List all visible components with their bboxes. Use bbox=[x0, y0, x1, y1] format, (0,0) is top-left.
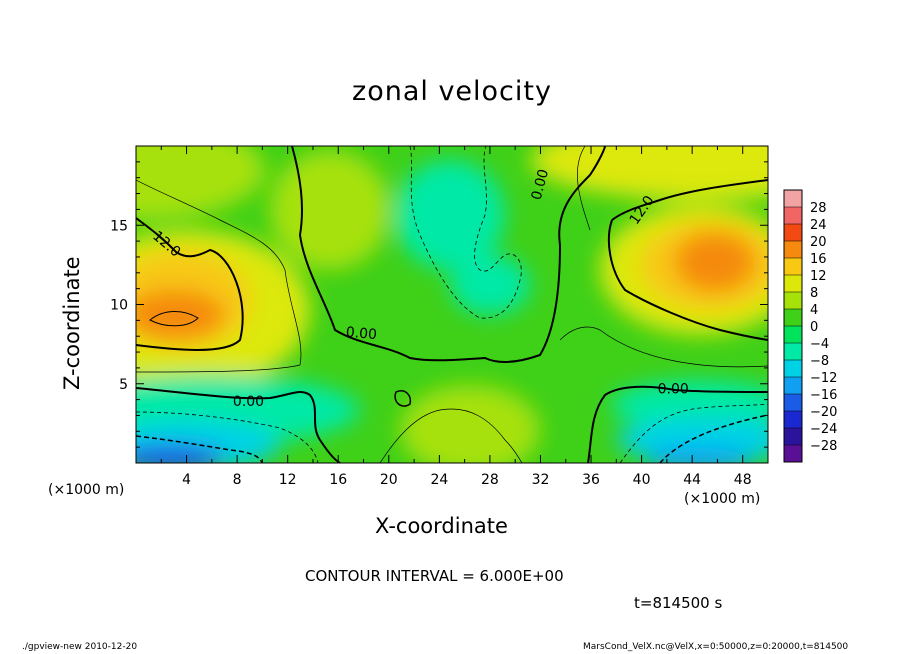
time-label: t=814500 s bbox=[634, 594, 723, 612]
chart-title: zonal velocity bbox=[352, 76, 552, 107]
x-tick-label: 40 bbox=[633, 472, 651, 488]
colorbar-label: 12 bbox=[810, 269, 827, 284]
colorbar-swatch bbox=[784, 377, 802, 395]
colorbar-label: −20 bbox=[810, 405, 837, 420]
x-tick-label: 44 bbox=[683, 472, 701, 488]
colorbar-swatch bbox=[784, 190, 802, 208]
colorbar-swatch bbox=[784, 326, 802, 344]
colorbar-label: 28 bbox=[810, 201, 827, 216]
x-tick-label: 8 bbox=[233, 472, 242, 488]
y-axis-ticks: 5 10 15 bbox=[110, 161, 768, 448]
colorbar-label: 8 bbox=[810, 286, 818, 301]
x-unit-label-right: (×1000 m) bbox=[684, 491, 761, 507]
colorbar-swatch bbox=[784, 360, 802, 378]
colorbar-label: −8 bbox=[810, 354, 829, 369]
colorbar-swatch bbox=[784, 241, 802, 259]
contour-label: 0.00 bbox=[233, 394, 264, 410]
x-tick-label: 36 bbox=[582, 472, 600, 488]
y-axis-label: Z-coordinate bbox=[60, 256, 84, 390]
colorbar-swatch bbox=[784, 394, 802, 412]
colorbar-label: −4 bbox=[810, 337, 829, 352]
colorbar-swatch bbox=[784, 445, 802, 463]
contour-lines bbox=[136, 146, 768, 463]
x-tick-label: 4 bbox=[182, 472, 191, 488]
colorbar-swatch bbox=[784, 258, 802, 276]
colorbar-swatch bbox=[784, 292, 802, 310]
x-tick-label: 16 bbox=[329, 472, 347, 488]
contour-label: 0.00 bbox=[529, 167, 553, 201]
colorbar-label: 24 bbox=[810, 218, 827, 233]
colorbar-swatch bbox=[784, 428, 802, 446]
colorbar-swatch bbox=[784, 275, 802, 293]
x-tick-label: 20 bbox=[380, 472, 398, 488]
contour-fill-field bbox=[136, 146, 768, 463]
colorbar-swatch bbox=[784, 207, 802, 225]
colorbar-swatch bbox=[784, 411, 802, 429]
colorbar-label: −16 bbox=[810, 388, 837, 403]
colorbar-swatch bbox=[784, 224, 802, 242]
contour-interval-text: CONTOUR INTERVAL = 6.000E+00 bbox=[305, 567, 564, 585]
y-tick-label: 10 bbox=[110, 298, 128, 314]
x-tick-label: 12 bbox=[279, 472, 297, 488]
x-tick-label: 32 bbox=[532, 472, 550, 488]
colorbar-label: −24 bbox=[810, 422, 837, 437]
x-tick-label: 48 bbox=[734, 472, 752, 488]
y-tick-label: 5 bbox=[119, 377, 128, 393]
contour-label: 0.00 bbox=[658, 381, 689, 397]
colorbar-label: −12 bbox=[810, 371, 837, 386]
x-tick-label: 24 bbox=[430, 472, 448, 488]
colorbar-swatch bbox=[784, 343, 802, 361]
footer-source-text: MarsCond_VelX.nc@VelX,x=0:50000,z=0:2000… bbox=[583, 642, 849, 652]
x-axis-ticks: 4 8 12 16 20 24 28 32 36 40 44 48 bbox=[160, 146, 752, 488]
colorbar-label: 0 bbox=[810, 320, 818, 335]
x-axis-label: X-coordinate bbox=[375, 514, 508, 538]
x-unit-label-left: (×1000 m) bbox=[48, 482, 125, 498]
colorbar-label: 20 bbox=[810, 235, 827, 250]
x-tick-label: 28 bbox=[481, 472, 499, 488]
contour-label: 0.00 bbox=[345, 324, 377, 343]
y-tick-label: 15 bbox=[110, 218, 128, 234]
footer-command-text: ./gpview-new 2010-12-20 bbox=[22, 642, 138, 652]
colorbar-label: 16 bbox=[810, 252, 827, 267]
colorbar-label: −28 bbox=[810, 439, 837, 454]
colorbar-swatch bbox=[784, 309, 802, 327]
colorbar: 28 24 20 16 12 8 4 0 −4 −8 −12 −16 −20 −24 −28 bbox=[783, 189, 837, 463]
colorbar-label: 4 bbox=[810, 303, 818, 318]
